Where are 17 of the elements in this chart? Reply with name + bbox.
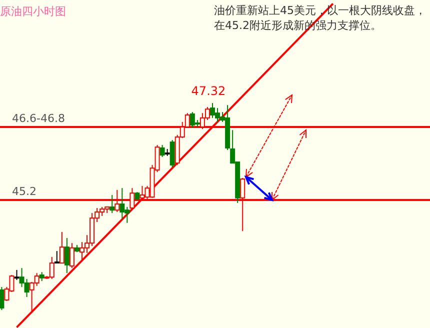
candlestick bbox=[59, 231, 64, 264]
candlestick bbox=[130, 188, 135, 211]
annotation: 45.2 bbox=[12, 185, 36, 198]
candlestick bbox=[39, 272, 44, 282]
candlestick bbox=[114, 189, 120, 212]
candlestick bbox=[0, 286, 4, 311]
candlestick bbox=[110, 194, 115, 214]
annotation: 46.6-46.8 bbox=[12, 112, 65, 125]
text: 47.32 bbox=[191, 84, 226, 98]
candlestick bbox=[14, 269, 20, 281]
candlestick bbox=[69, 242, 74, 269]
candlestick bbox=[170, 139, 175, 168]
candlestick bbox=[240, 177, 246, 232]
candlestick bbox=[64, 238, 70, 274]
candlestick bbox=[54, 250, 60, 264]
candlestick bbox=[160, 144, 165, 158]
chart-title: 原油四小时图 bbox=[0, 5, 66, 18]
